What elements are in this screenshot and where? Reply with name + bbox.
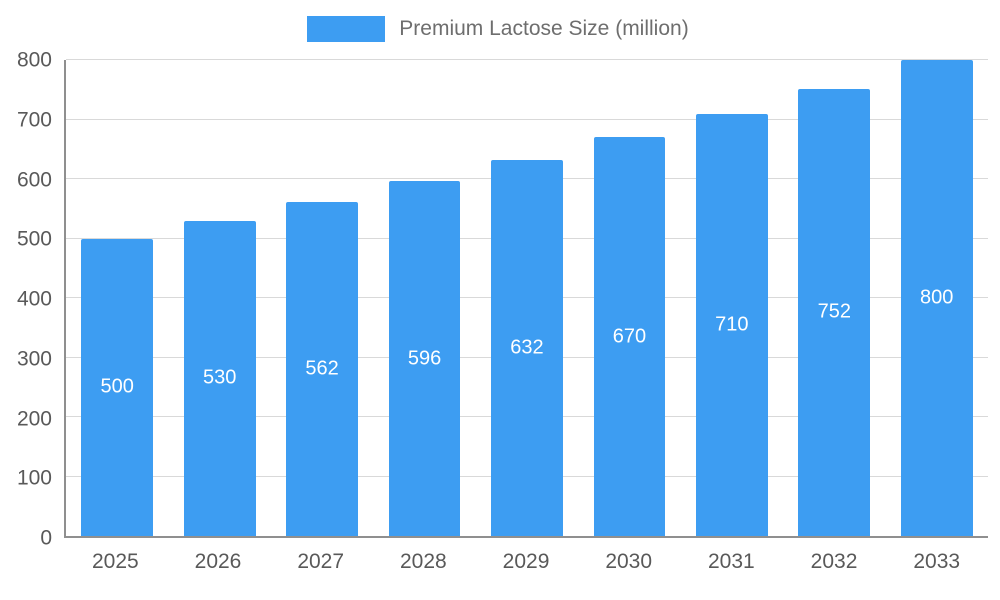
legend-label: Premium Lactose Size (million) (399, 17, 689, 40)
x-tick-label: 2026 (194, 550, 242, 573)
y-tick-label: 600 (16, 168, 52, 191)
y-tick-label: 400 (16, 287, 52, 311)
chart-body: 0 100 200 300 400 500 600 700 800 500 530 562 596 63… (8, 50, 988, 549)
y-tick-label: 800 (16, 48, 52, 72)
bar-slot: 500 (66, 60, 168, 536)
legend-swatch (307, 16, 386, 42)
y-tick-label: 700 (16, 108, 52, 132)
bar-2028: 596 (388, 181, 461, 536)
bar-slot: 632 (476, 60, 578, 536)
gridline (66, 59, 988, 60)
x-tick-label: 2025 (91, 550, 139, 573)
bar-slot: 530 (168, 60, 270, 536)
bar-slot: 752 (783, 60, 885, 536)
bar-value-label: 752 (817, 300, 851, 323)
bars: 500 530 562 596 632 670 710 752 800 (66, 60, 988, 536)
gridline (66, 118, 988, 120)
bar-value-label: 800 (920, 286, 954, 309)
bar-2029: 632 (491, 159, 563, 536)
y-axis: 0 100 200 300 400 500 600 700 800 (8, 50, 64, 549)
x-tick-label: 2031 (708, 550, 755, 573)
bar-2031: 710 (695, 113, 768, 536)
y-tick-label: 300 (16, 347, 52, 371)
bar-value-label: 500 (100, 375, 134, 398)
bar-slot: 670 (578, 60, 680, 536)
bar-slot: 800 (886, 60, 988, 536)
bar-slot: 596 (373, 60, 475, 536)
x-tick-label: 2028 (399, 550, 447, 573)
y-tick-label: 500 (16, 227, 52, 251)
bar-slot: 710 (681, 60, 783, 536)
bar-value-label: 710 (715, 313, 749, 336)
legend: Premium Lactose Size (million) (8, 14, 988, 44)
bar-value-label: 670 (612, 325, 647, 348)
x-tick-label: 2030 (605, 550, 653, 573)
bar-2032: 752 (798, 88, 871, 536)
bar-2025: 500 (81, 238, 154, 536)
y-tick-label: 0 (40, 526, 52, 550)
y-tick-label: 100 (16, 466, 52, 490)
x-tick-label: 2032 (810, 550, 858, 573)
bar-2027: 562 (286, 201, 358, 536)
bar-value-label: 562 (305, 357, 339, 380)
x-axis: 2025 2026 2027 2028 2029 2030 2031 2032 2033 (64, 550, 988, 574)
y-tick-label: 200 (16, 407, 52, 430)
x-tick-label: 2033 (913, 550, 961, 573)
bar-value-label: 632 (510, 336, 544, 359)
bar-value-label: 596 (407, 347, 442, 370)
x-tick-label: 2027 (297, 550, 345, 573)
bar-slot: 562 (271, 60, 373, 536)
bar-2026: 530 (183, 220, 256, 536)
bar-2030: 670 (593, 137, 666, 536)
bar-value-label: 530 (202, 366, 237, 389)
bar-2033: 800 (900, 60, 973, 536)
plot-area: 500 530 562 596 632 670 710 752 800 (64, 59, 988, 538)
x-tick-label: 2029 (502, 550, 550, 573)
